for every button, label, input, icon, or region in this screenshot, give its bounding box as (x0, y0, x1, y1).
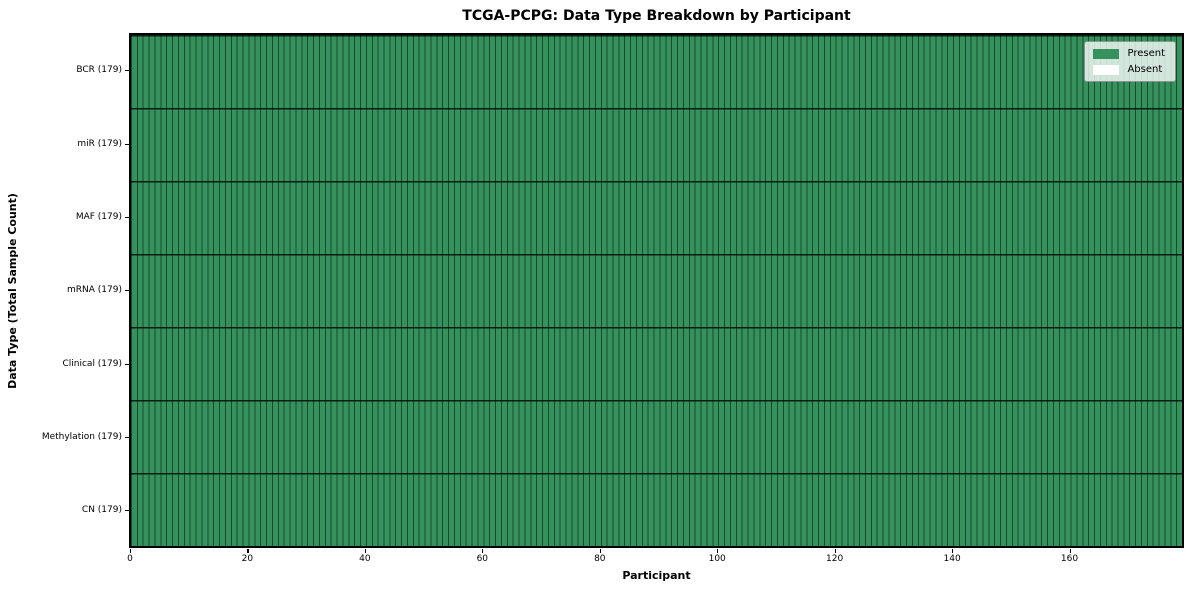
y-tick-mark (125, 510, 129, 512)
x-axis-label: Participant (622, 569, 691, 582)
legend-label-absent: Absent (1127, 64, 1163, 75)
y-tick-mark (125, 437, 129, 439)
x-tick-label: 40 (359, 554, 371, 564)
y-tick-mark (125, 290, 129, 292)
row-label-methylation: Methylation (179) (41, 432, 122, 442)
chart-title: TCGA-PCPG: Data Type Breakdown by Partic… (462, 8, 851, 24)
row-label-maf: MAF (179) (75, 212, 122, 222)
x-tick-label: 120 (826, 554, 844, 564)
row-label-mir: miR (179) (77, 139, 122, 149)
x-tick-label: 140 (943, 554, 961, 564)
row-label-mrna: mRNA (179) (67, 285, 122, 295)
y-tick-mark (125, 144, 129, 146)
x-tick-label: 80 (594, 554, 606, 564)
x-tick-label: 0 (127, 554, 133, 564)
x-tick-mark (717, 549, 719, 553)
x-tick-mark (482, 549, 484, 553)
x-tick-label: 60 (476, 554, 489, 564)
row-label-clinical: Clinical (179) (62, 359, 122, 369)
x-tick-label: 160 (1060, 554, 1079, 564)
x-tick-mark (130, 549, 132, 553)
legend-swatch-present (1093, 48, 1120, 59)
x-tick-mark (247, 549, 249, 553)
x-tick-mark (364, 549, 367, 553)
legend-item-absent: Absent (1093, 64, 1165, 75)
x-tick-label: 100 (708, 554, 726, 564)
x-tick-mark (834, 549, 836, 553)
legend-swatch-absent (1093, 64, 1120, 75)
y-tick-mark (125, 217, 129, 219)
legend-label-present: Present (1127, 48, 1165, 59)
y-tick-mark (125, 364, 129, 366)
x-tick-mark (599, 549, 601, 553)
row-label-bcr: BCR (179) (76, 65, 122, 75)
x-tick-mark (952, 549, 954, 553)
row-label-cn: CN (179) (81, 505, 122, 515)
x-tick-mark (1069, 549, 1071, 553)
x-tick-label: 20 (241, 554, 254, 564)
heatmap-plot-area: Present Absent (129, 33, 1184, 548)
legend: Present Absent (1084, 41, 1176, 82)
y-tick-mark (125, 70, 129, 72)
legend-item-present: Present (1093, 48, 1165, 59)
